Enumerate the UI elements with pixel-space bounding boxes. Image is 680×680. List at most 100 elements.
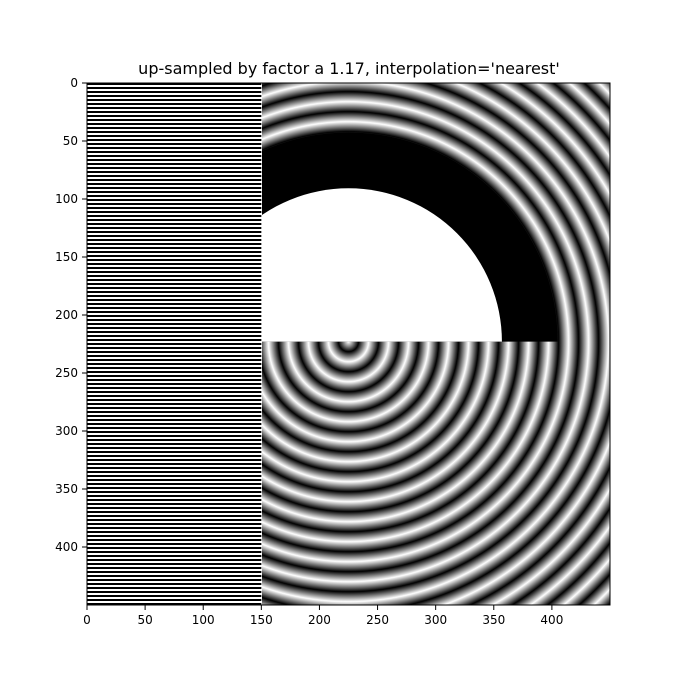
stripe: [87, 279, 262, 281]
stripe: [87, 575, 262, 577]
stripe: [87, 295, 262, 297]
stripe: [87, 423, 262, 425]
stripe: [87, 283, 262, 285]
stripe: [87, 127, 262, 129]
stripe: [87, 199, 262, 201]
stripe: [87, 543, 262, 545]
stripe: [87, 359, 262, 361]
axes-frame: [86, 82, 611, 606]
stripe: [87, 375, 262, 377]
stripe: [87, 571, 262, 573]
stripe: [87, 503, 262, 505]
stripe: [87, 343, 262, 345]
stripe: [87, 195, 262, 197]
stripe: [87, 591, 262, 593]
stripe: [87, 411, 262, 413]
stripe: [87, 335, 262, 337]
stripe: [87, 319, 262, 321]
stripe: [87, 87, 262, 89]
stripe: [87, 175, 262, 177]
stripe: [87, 107, 262, 109]
y-tick-label: 350: [55, 482, 78, 496]
stripe: [87, 299, 262, 301]
stripe: [87, 95, 262, 97]
stripe: [87, 143, 262, 145]
stripe: [87, 123, 262, 125]
stripe: [87, 567, 262, 569]
stripe: [87, 231, 262, 233]
stripe: [87, 255, 262, 257]
y-tick-label: 200: [55, 308, 78, 322]
stripe: [87, 507, 262, 509]
white-half-disk: [262, 188, 502, 342]
stripe: [87, 207, 262, 209]
stripe: [87, 587, 262, 589]
stripe: [87, 135, 262, 137]
upper-right-region: [262, 83, 610, 343]
stripe: [87, 275, 262, 277]
stripe: [87, 203, 262, 205]
stripe: [87, 535, 262, 537]
stripe: [87, 187, 262, 189]
stripe: [87, 387, 262, 389]
stripe: [87, 171, 262, 173]
stripe: [87, 539, 262, 541]
stripe: [87, 163, 262, 165]
x-tick-label: 300: [424, 613, 447, 627]
stripe: [87, 547, 262, 549]
x-tick-label: 200: [308, 613, 331, 627]
stripe: [87, 527, 262, 529]
stripe: [87, 431, 262, 433]
x-axis: 0 50 100 150 200 250 300 350 400: [83, 605, 563, 627]
stripe: [87, 291, 262, 293]
stripe: [87, 311, 262, 313]
stripe: [87, 491, 262, 493]
stripe: [87, 351, 262, 353]
stripe: [87, 179, 262, 181]
y-tick-label: 400: [55, 540, 78, 554]
stripe: [87, 119, 262, 121]
stripe: [87, 139, 262, 141]
stripe: [87, 115, 262, 117]
stripe: [87, 383, 262, 385]
stripe: [87, 463, 262, 465]
stripe: [87, 447, 262, 449]
stripe: [87, 251, 262, 253]
stripe: [87, 467, 262, 469]
stripe: [87, 155, 262, 157]
stripe: [87, 223, 262, 225]
stripe: [87, 287, 262, 289]
stripe: [87, 271, 262, 273]
stripe: [87, 603, 262, 605]
stripe: [87, 243, 262, 245]
stripe: [87, 483, 262, 485]
x-tick-label: 400: [540, 613, 563, 627]
stripe: [87, 99, 262, 101]
stripe: [87, 583, 262, 585]
stripe: [87, 183, 262, 185]
stripe: [87, 247, 262, 249]
stripe: [87, 599, 262, 601]
stripe: [87, 211, 262, 213]
stripe: [87, 339, 262, 341]
stripe: [87, 167, 262, 169]
stripe: [87, 263, 262, 265]
stripe: [87, 451, 262, 453]
stripe: [87, 551, 262, 553]
stripe: [87, 323, 262, 325]
stripe: [87, 191, 262, 193]
stripe: [87, 459, 262, 461]
stripe: [87, 159, 262, 161]
x-tick-label: 100: [192, 613, 215, 627]
x-tick-label: 50: [137, 613, 152, 627]
left-stripes-region: [87, 83, 262, 605]
stripe: [87, 555, 262, 557]
stripe: [87, 151, 262, 153]
lower-right-region: [262, 343, 610, 605]
stripe: [87, 595, 262, 597]
stripe: [87, 91, 262, 93]
x-tick-label: 0: [83, 613, 91, 627]
stripe: [87, 219, 262, 221]
stripe: [87, 303, 262, 305]
